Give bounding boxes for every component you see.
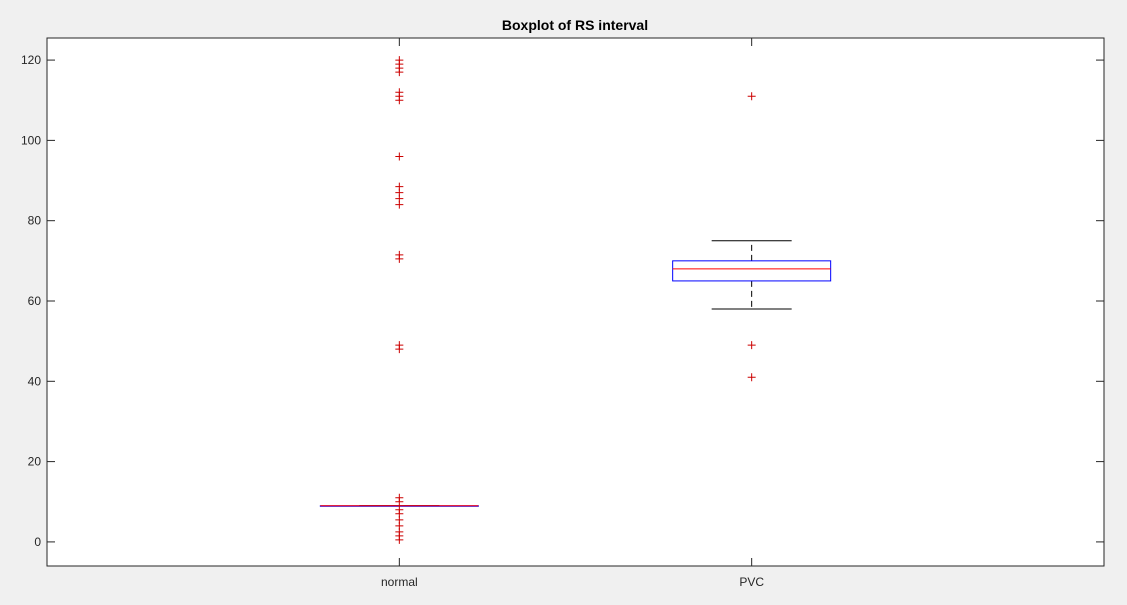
y-tick-label: 20 (28, 455, 42, 469)
y-tick-label: 0 (34, 535, 41, 549)
box-iqr (672, 260, 832, 282)
y-tick-label: 60 (28, 294, 42, 308)
x-tick-label: PVC (739, 575, 764, 589)
y-tick-label: 80 (28, 214, 42, 228)
y-tick-label: 120 (21, 53, 41, 67)
plot-axes: 0 20 40 60 80 100 120 normal PVC (21, 37, 1105, 589)
outlier-point (395, 152, 404, 161)
y-tick-label: 100 (21, 133, 41, 147)
outlier-point (395, 505, 404, 514)
y-tick-label: 40 (28, 374, 42, 388)
x-tick-label: normal (381, 575, 418, 589)
chart-title: Boxplot of RS interval (502, 17, 648, 33)
outlier-point (747, 373, 756, 382)
outlier-point (395, 88, 404, 97)
outlier-point (747, 341, 756, 350)
outlier-point (395, 182, 404, 191)
outlier-point (395, 341, 404, 350)
outlier-point (747, 92, 756, 101)
outlier-point (395, 56, 404, 65)
outlier-point (395, 493, 404, 502)
plot-area (46, 37, 1105, 567)
outlier-point (395, 250, 404, 259)
